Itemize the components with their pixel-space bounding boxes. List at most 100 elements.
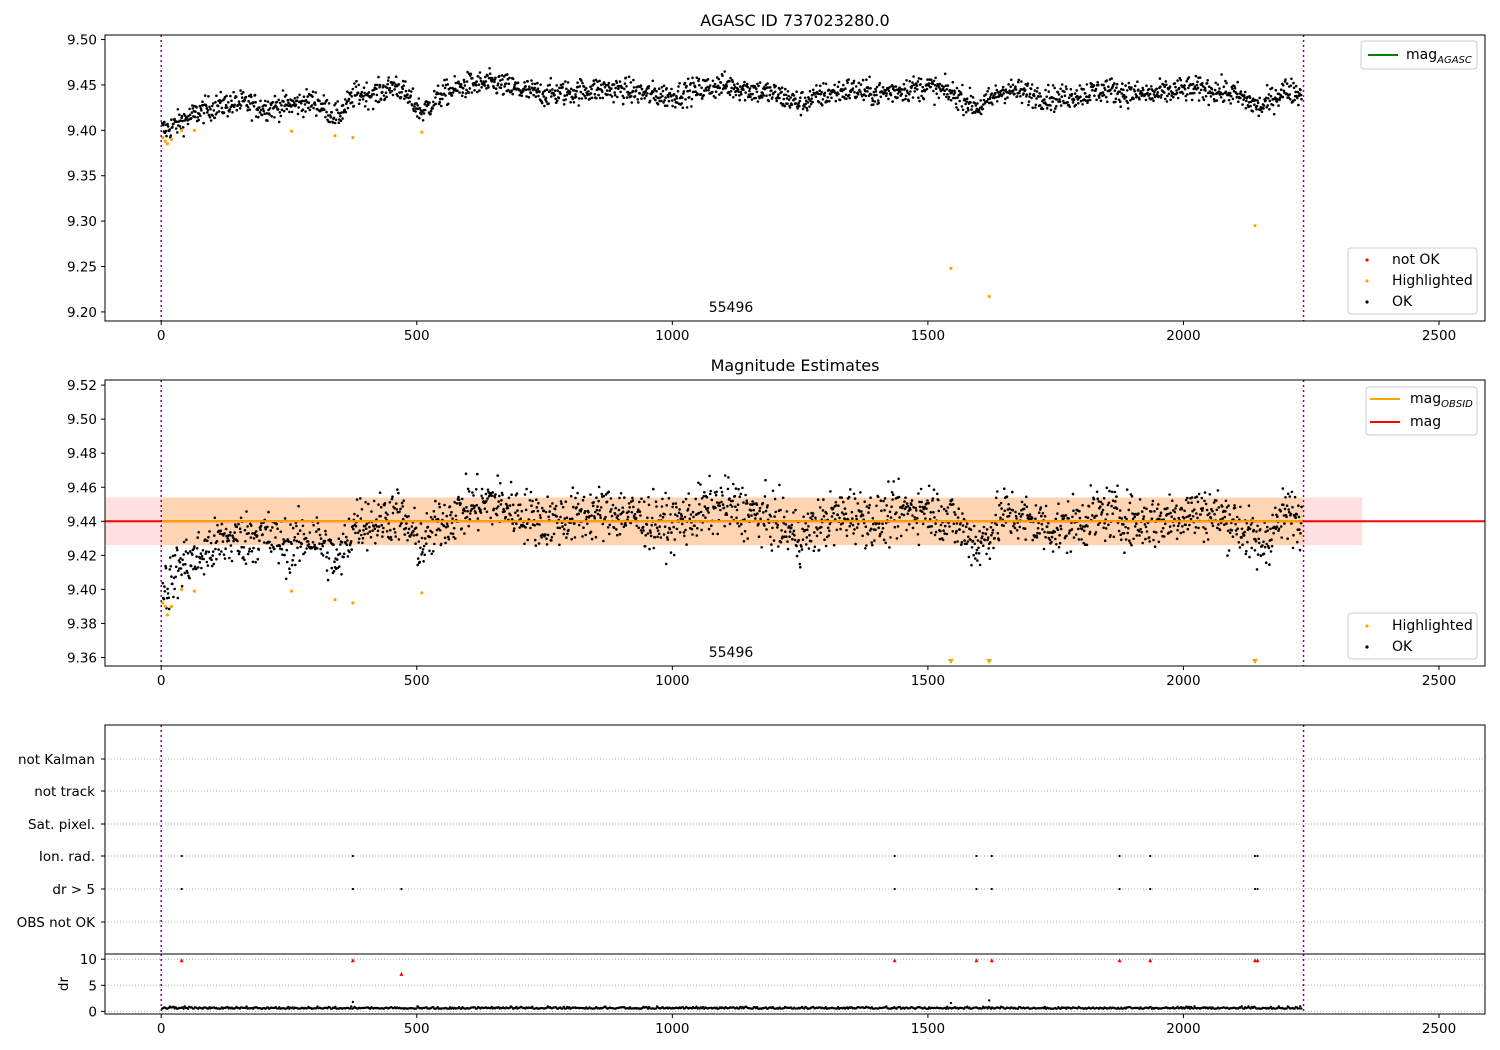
- data-point-ok: [710, 498, 714, 502]
- data-point-ok: [315, 516, 319, 519]
- data-point-ok: [733, 494, 737, 498]
- data-point-ok: [1055, 104, 1058, 108]
- data-point-ok: [1109, 534, 1112, 537]
- data-point-ok: [494, 87, 498, 90]
- data-point-ok: [544, 96, 548, 100]
- data-point-ok: [975, 548, 979, 552]
- data-point-ok: [977, 552, 981, 555]
- data-point-ok: [313, 101, 317, 104]
- data-point-ok: [347, 517, 351, 521]
- data-point-ok: [860, 510, 863, 513]
- data-point-ok: [350, 101, 354, 104]
- data-point-ok: [776, 526, 779, 529]
- data-point-ok: [664, 491, 667, 495]
- data-point-ok: [324, 533, 328, 536]
- data-point-ok: [480, 494, 483, 498]
- flag-marker: [400, 887, 403, 891]
- data-point-ok: [700, 97, 704, 100]
- data-point-ok: [589, 85, 592, 88]
- data-point-ok: [212, 562, 216, 566]
- data-point-ok: [683, 534, 686, 538]
- data-point-ok: [289, 523, 292, 526]
- data-point-ok: [415, 115, 419, 118]
- data-point-ok: [598, 79, 601, 83]
- data-point-ok: [729, 89, 733, 93]
- data-point-ok: [1116, 484, 1119, 488]
- data-point-ok: [811, 88, 815, 92]
- data-point-ok: [549, 76, 553, 80]
- data-point-ok: [1158, 77, 1162, 80]
- data-point-ok: [335, 108, 339, 112]
- data-point-ok: [454, 537, 457, 540]
- data-point-ok: [294, 103, 298, 106]
- dr-point: [415, 1007, 418, 1010]
- data-point-ok: [1267, 97, 1270, 100]
- data-point-ok: [1211, 524, 1215, 527]
- data-point-ok: [589, 92, 593, 95]
- data-point-ok: [191, 104, 194, 107]
- data-point-ok: [248, 108, 251, 111]
- data-point-ok: [606, 93, 609, 96]
- data-point-ok: [245, 104, 249, 107]
- data-point-ok: [376, 529, 380, 533]
- data-point-ok: [778, 96, 781, 100]
- dr-point: [315, 1007, 318, 1010]
- data-point-ok: [593, 517, 597, 520]
- data-point-ok: [303, 103, 307, 106]
- data-point-ok: [1048, 538, 1052, 542]
- data-point-ok: [1207, 103, 1210, 107]
- data-point-ok: [903, 500, 906, 503]
- data-point-ok: [660, 99, 663, 103]
- data-point-ok: [933, 516, 936, 519]
- data-point-ok: [1282, 514, 1286, 517]
- data-point-ok: [379, 505, 383, 509]
- data-point-ok: [618, 496, 621, 500]
- data-point-ok: [607, 490, 611, 494]
- data-point-ok: [1248, 96, 1252, 99]
- data-point-ok: [1014, 510, 1017, 514]
- data-point-ok: [933, 83, 937, 87]
- data-point-ok: [204, 552, 207, 555]
- data-point-ok: [359, 517, 363, 520]
- data-point-ok: [960, 543, 963, 546]
- data-point-ok: [273, 116, 276, 119]
- data-point-ok: [420, 112, 423, 116]
- data-point-ok: [768, 93, 772, 97]
- data-point-ok: [342, 552, 346, 556]
- data-point-ok: [1232, 518, 1235, 521]
- data-point-ok: [441, 97, 444, 101]
- data-point-ok: [406, 93, 409, 96]
- data-point-ok: [1254, 540, 1258, 543]
- data-point-ok: [615, 528, 618, 531]
- data-point-ok: [1039, 95, 1043, 98]
- data-point-ok: [496, 82, 500, 85]
- data-point-ok: [530, 86, 534, 90]
- data-point-ok: [862, 98, 865, 102]
- data-point-ok: [821, 509, 825, 512]
- data-point-ok: [926, 499, 929, 502]
- data-point-ok: [565, 93, 569, 97]
- data-point-ok: [1195, 512, 1198, 515]
- data-point-ok: [1081, 504, 1084, 507]
- data-point-ok: [1246, 528, 1250, 531]
- data-point-ok: [219, 90, 222, 94]
- data-point-ok: [1272, 531, 1275, 535]
- data-point-ok: [332, 569, 336, 573]
- data-point-highlighted: [333, 134, 337, 138]
- data-point-ok: [969, 101, 972, 104]
- data-point-ok: [1094, 87, 1098, 91]
- data-point-ok: [1054, 537, 1057, 541]
- data-point-ok: [907, 99, 910, 103]
- data-point-ok: [250, 119, 254, 122]
- data-point-ok: [1078, 84, 1082, 87]
- data-point-ok: [498, 494, 501, 498]
- data-point-ok: [756, 512, 759, 515]
- data-point-ok: [424, 530, 428, 533]
- data-point-ok: [1140, 94, 1143, 97]
- data-point-ok: [405, 96, 408, 99]
- data-point-ok: [961, 512, 964, 515]
- data-point-ok: [1177, 522, 1181, 525]
- data-point-ok: [765, 528, 768, 531]
- data-point-ok: [1155, 87, 1158, 91]
- data-point-ok: [266, 100, 270, 103]
